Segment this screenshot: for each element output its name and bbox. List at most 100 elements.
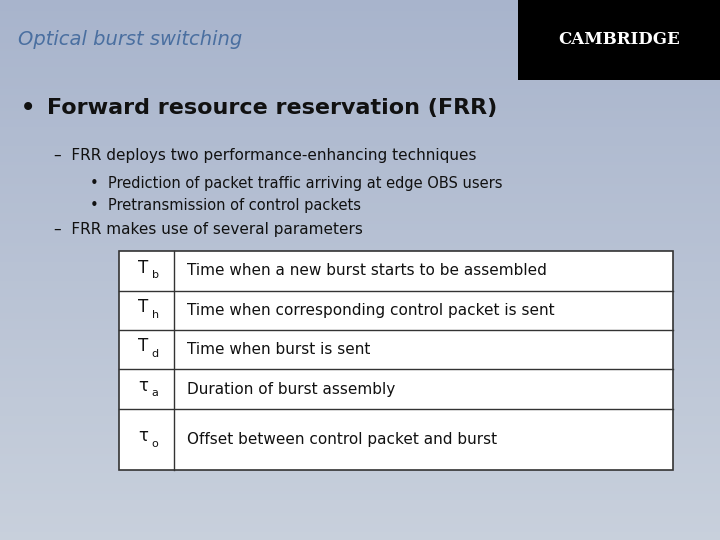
Bar — [0, 483, 720, 486]
Bar — [0, 410, 720, 413]
Bar — [0, 308, 720, 310]
Bar — [0, 162, 720, 165]
Bar — [0, 205, 720, 208]
Bar — [0, 340, 720, 343]
Bar — [0, 108, 720, 111]
Bar — [0, 113, 720, 116]
Bar — [0, 81, 720, 84]
Bar — [0, 454, 720, 456]
Bar — [0, 324, 720, 327]
Text: h: h — [152, 309, 158, 320]
Bar — [0, 116, 720, 119]
Bar — [0, 305, 720, 308]
Bar — [0, 319, 720, 321]
Bar — [0, 49, 720, 51]
Bar — [0, 8, 720, 11]
Bar — [0, 392, 720, 394]
Text: •  Prediction of packet traffic arriving at edge OBS users: • Prediction of packet traffic arriving … — [90, 176, 503, 191]
Bar — [0, 327, 720, 329]
Bar — [0, 310, 720, 313]
Bar — [0, 521, 720, 524]
Bar — [0, 424, 720, 427]
Bar — [0, 208, 720, 211]
Bar — [0, 227, 720, 229]
Bar — [0, 405, 720, 408]
Bar — [0, 489, 720, 491]
Bar — [0, 440, 720, 443]
Bar — [0, 275, 720, 278]
Bar — [0, 251, 720, 254]
Bar — [0, 3, 720, 5]
Text: T: T — [138, 338, 148, 355]
Bar — [0, 429, 720, 432]
Bar — [0, 437, 720, 440]
Bar — [0, 76, 720, 78]
Bar — [0, 502, 720, 505]
Bar — [0, 481, 720, 483]
Bar — [0, 143, 720, 146]
Bar — [0, 478, 720, 481]
Bar — [0, 526, 720, 529]
Bar — [0, 35, 720, 38]
Bar — [0, 381, 720, 383]
Bar — [0, 378, 720, 381]
Bar — [0, 159, 720, 162]
Bar — [0, 194, 720, 197]
Bar — [0, 348, 720, 351]
Bar — [0, 346, 720, 348]
Bar — [0, 400, 720, 402]
Bar — [0, 386, 720, 389]
Bar — [0, 219, 720, 221]
Bar — [0, 508, 720, 510]
Bar — [0, 297, 720, 300]
Bar — [0, 51, 720, 54]
Bar — [0, 486, 720, 489]
Bar — [0, 335, 720, 338]
Bar — [0, 202, 720, 205]
Bar — [0, 16, 720, 19]
Bar — [0, 213, 720, 216]
Bar — [0, 459, 720, 462]
Bar — [0, 354, 720, 356]
Bar — [0, 472, 720, 475]
Bar — [0, 140, 720, 143]
Bar — [0, 267, 720, 270]
Bar — [0, 54, 720, 57]
Bar — [0, 351, 720, 354]
Bar — [0, 278, 720, 281]
Bar — [0, 421, 720, 424]
Bar — [0, 146, 720, 148]
Bar — [0, 176, 720, 178]
Bar — [0, 302, 720, 305]
Bar — [0, 364, 720, 367]
Bar — [0, 402, 720, 405]
Bar — [0, 189, 720, 192]
Bar — [0, 119, 720, 122]
Bar — [0, 470, 720, 472]
Bar — [0, 359, 720, 362]
Bar — [0, 170, 720, 173]
Bar — [0, 224, 720, 227]
Bar — [0, 19, 720, 22]
Bar — [0, 73, 720, 76]
Text: •  Pretransmission of control packets: • Pretransmission of control packets — [90, 198, 361, 213]
Bar — [0, 84, 720, 86]
Bar — [0, 370, 720, 373]
Bar — [0, 516, 720, 518]
Bar — [0, 186, 720, 189]
Bar — [0, 329, 720, 332]
Text: a: a — [152, 388, 158, 399]
Bar — [0, 518, 720, 521]
Bar — [0, 529, 720, 532]
Bar — [0, 373, 720, 375]
Bar — [0, 130, 720, 132]
Bar — [0, 475, 720, 478]
Bar — [0, 178, 720, 181]
Bar — [0, 321, 720, 324]
Bar — [0, 105, 720, 108]
Bar — [0, 27, 720, 30]
Bar — [0, 524, 720, 526]
Bar — [0, 532, 720, 535]
Bar — [0, 362, 720, 364]
Bar — [0, 494, 720, 497]
